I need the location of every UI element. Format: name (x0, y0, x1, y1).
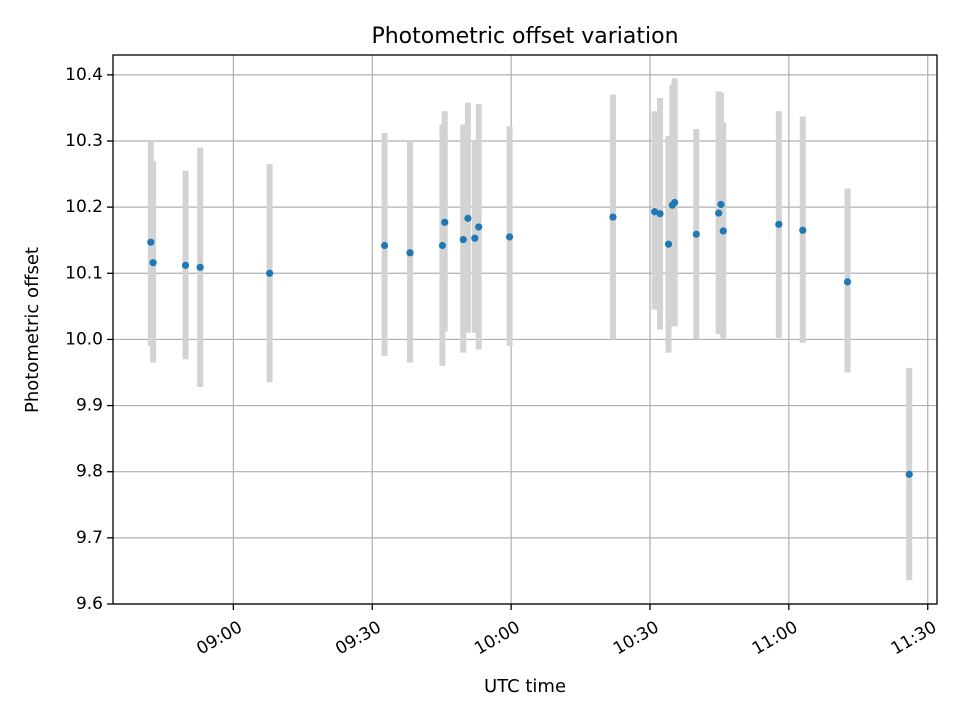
y-tick-label: 9.9 (76, 396, 103, 416)
data-point (843, 278, 852, 286)
data-point (196, 263, 204, 271)
point-layer (147, 198, 913, 478)
data-point (692, 230, 700, 238)
data-point (656, 210, 664, 218)
x-tick-label: 11:30 (888, 617, 940, 659)
data-point (149, 259, 157, 267)
data-point (471, 234, 479, 242)
data-point (266, 269, 274, 277)
y-tick-label: 9.7 (76, 528, 103, 548)
y-tick-label: 10.2 (65, 197, 103, 217)
data-point (671, 198, 679, 207)
data-point (651, 208, 659, 216)
x-tick-label: 10:30 (610, 617, 662, 659)
data-point (719, 227, 727, 235)
data-point (905, 470, 913, 478)
data-point (380, 241, 389, 250)
y-tick-label: 9.6 (76, 594, 103, 614)
x-axis-ticks: 09:00 09:30 10:00 10:30 11:00 11:30 (193, 604, 940, 659)
data-point (464, 214, 472, 222)
data-point (775, 220, 783, 228)
data-point (406, 249, 414, 257)
data-point (799, 226, 807, 234)
x-tick-label: 11:00 (749, 617, 801, 659)
plot-frame (112, 54, 938, 605)
errorbar-layer (147, 78, 913, 581)
data-point (441, 218, 449, 226)
grid-layer (113, 55, 937, 605)
data-point (181, 261, 190, 269)
chart-title: Photometric offset variation (371, 24, 678, 49)
y-tick-label: 10.0 (65, 329, 103, 349)
data-point (664, 240, 673, 248)
x-axis-label: UTC time (484, 676, 566, 697)
x-tick-label: 10:00 (471, 617, 523, 659)
data-point (147, 238, 155, 246)
y-tick-label: 10.4 (65, 65, 103, 85)
y-tick-label: 9.8 (76, 462, 103, 482)
y-tick-label: 10.3 (65, 131, 103, 151)
data-point (609, 213, 617, 221)
x-tick-label: 09:00 (193, 617, 245, 659)
data-point (715, 209, 723, 217)
y-axis-label: Photometric offset (22, 247, 43, 413)
data-point (505, 233, 514, 241)
y-axis-ticks: 9.6 9.7 9.8 9.9 10.0 10.1 10.2 10.3 10.4 (65, 65, 113, 614)
data-point (459, 235, 467, 244)
x-tick-label: 09:30 (332, 617, 384, 659)
data-point (475, 223, 483, 231)
data-point (717, 200, 725, 209)
y-tick-label: 10.1 (65, 263, 103, 283)
data-point (438, 241, 447, 250)
